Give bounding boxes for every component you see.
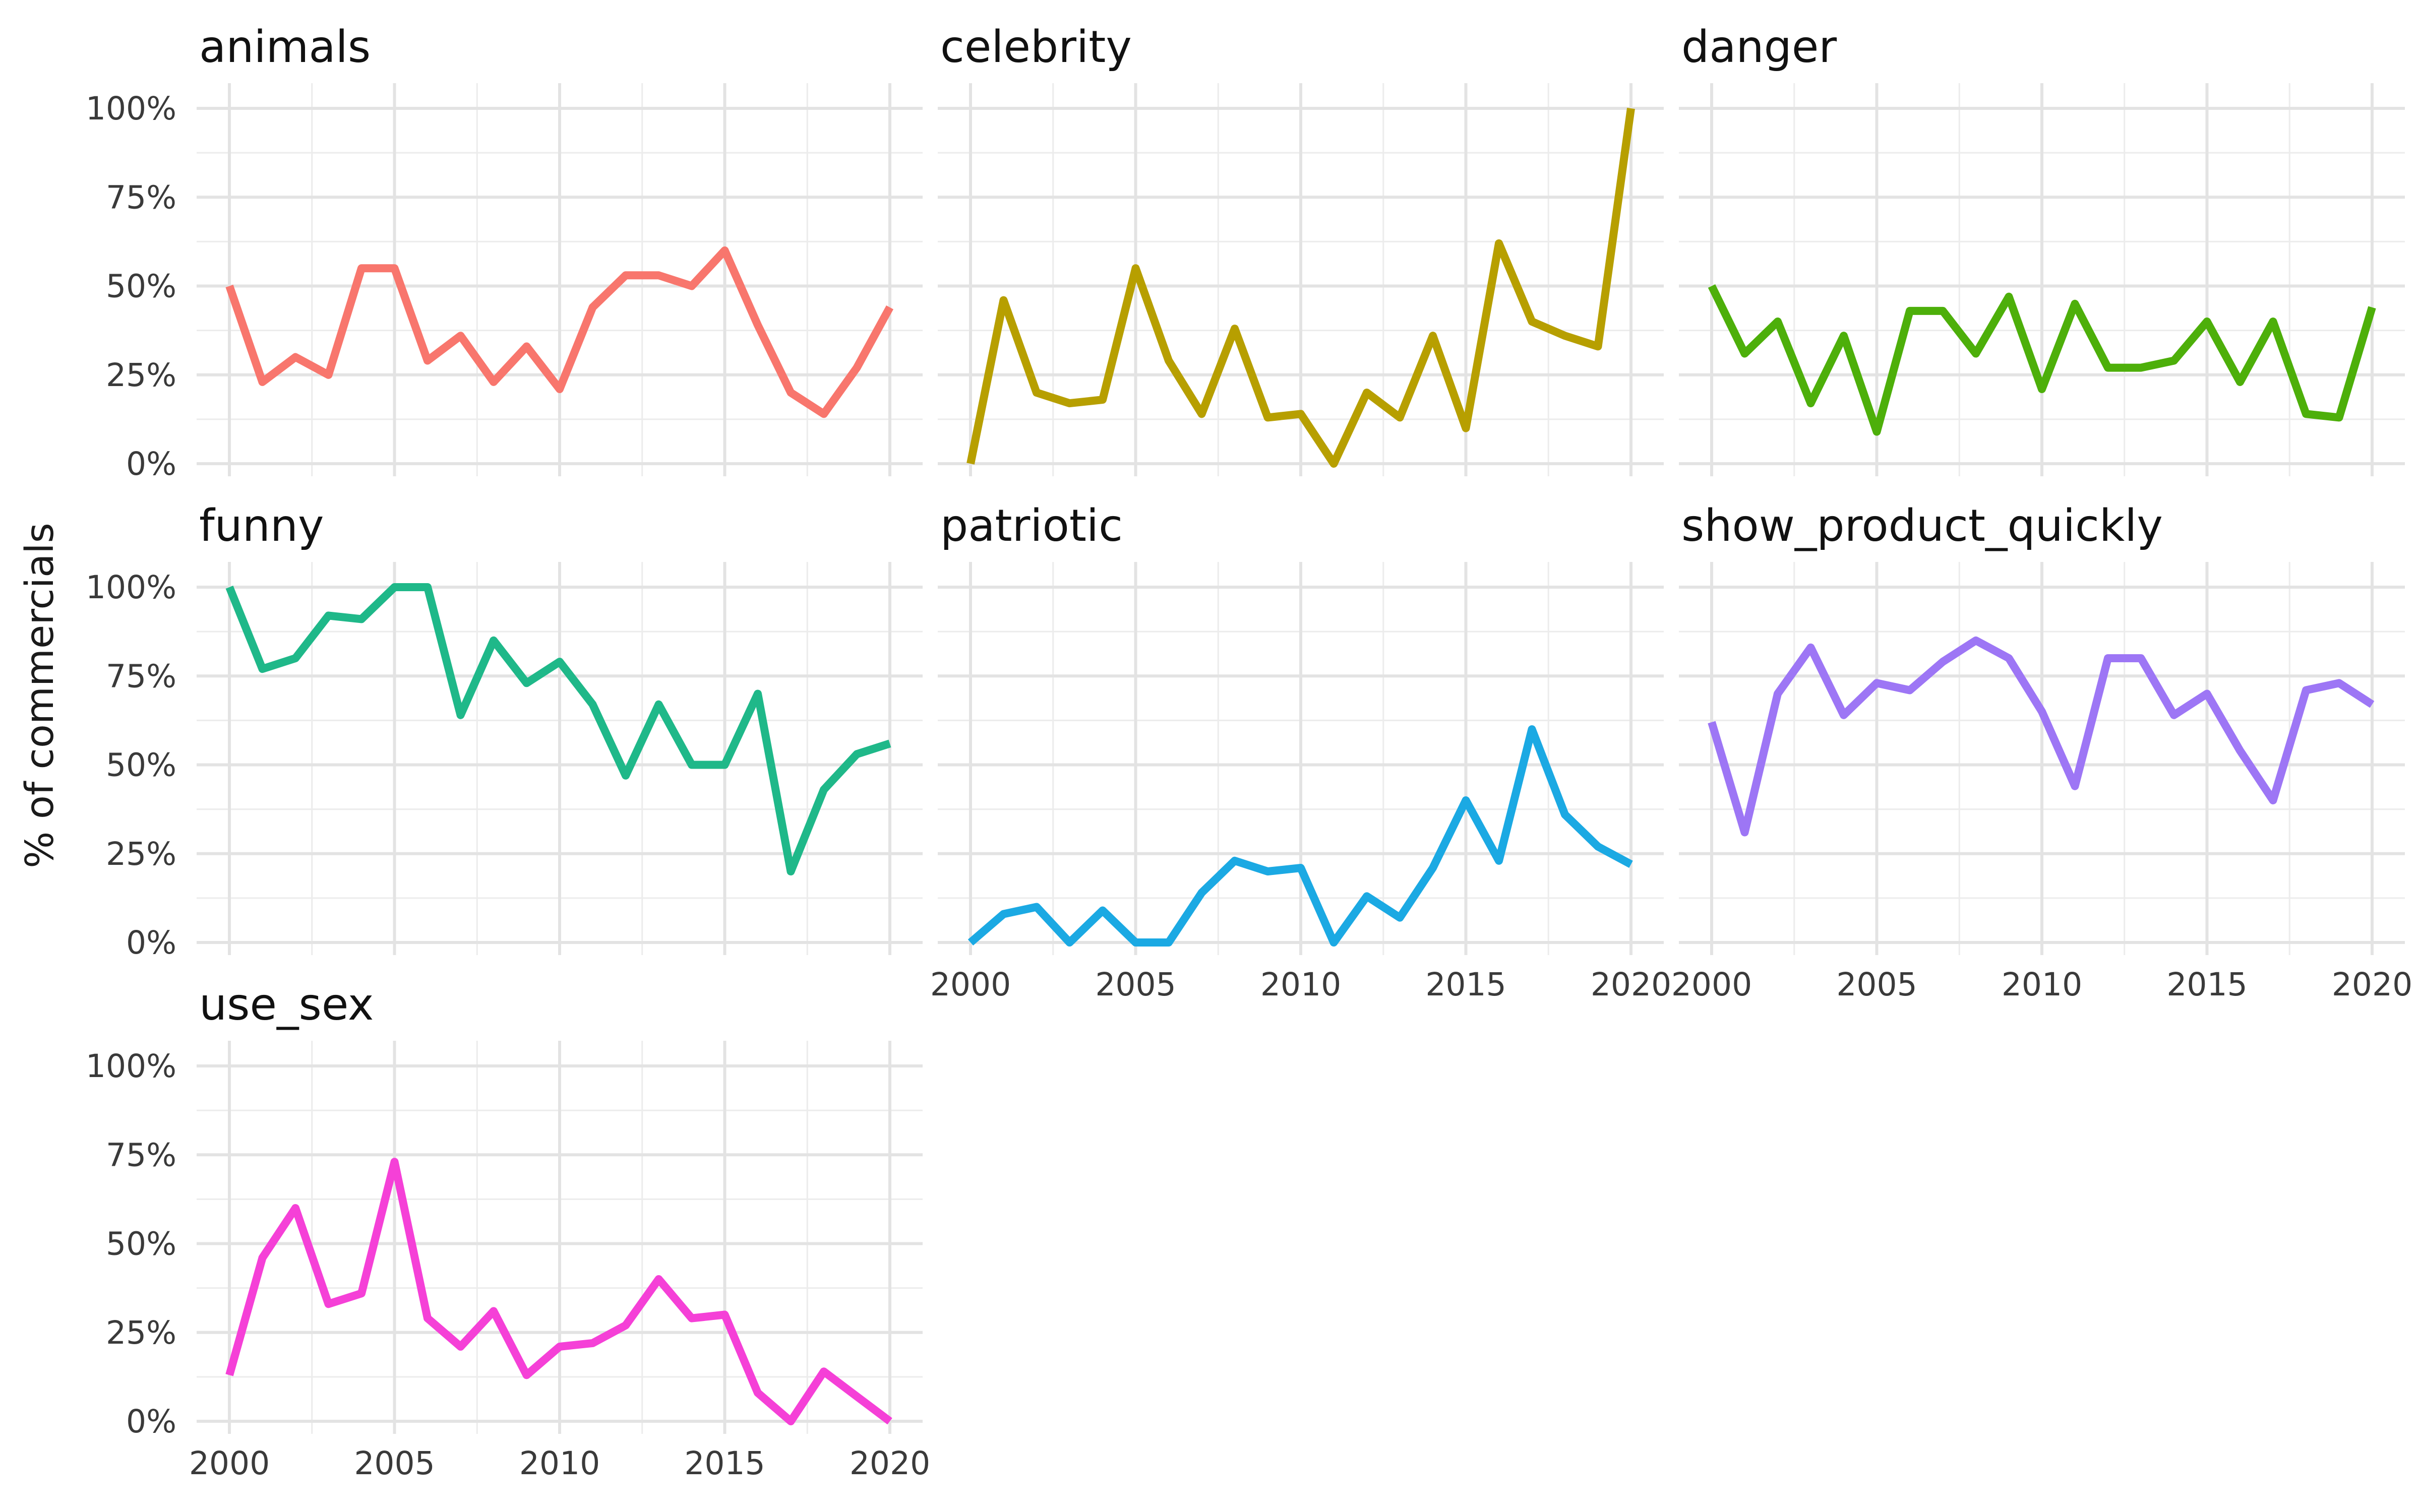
gridlines bbox=[1679, 83, 2405, 476]
x-tick-label: 2005 bbox=[354, 1445, 435, 1482]
panel-title: danger bbox=[1681, 21, 1837, 73]
panel-title: celebrity bbox=[940, 21, 1132, 73]
series-line-patriotic bbox=[967, 725, 1633, 947]
gridlines bbox=[197, 1041, 923, 1434]
y-tick-label: 0% bbox=[126, 1403, 176, 1440]
panel-patriotic: patriotic 2000 2005 2010 2015 2020 bbox=[930, 500, 1671, 1003]
panel-title: animals bbox=[199, 21, 371, 73]
x-tick-label: 2000 bbox=[1671, 966, 1752, 1003]
gridlines bbox=[938, 83, 1664, 476]
x-tick-label: 2015 bbox=[684, 1445, 765, 1482]
y-tick-label: 0% bbox=[126, 924, 176, 961]
y-tick-label: 75% bbox=[106, 1137, 176, 1173]
panel-title: patriotic bbox=[940, 500, 1123, 551]
x-tick-label: 2015 bbox=[2166, 966, 2247, 1003]
panel-show-product-quickly: show_product_quickly 2000 2005 2010 2015 2020 bbox=[1671, 500, 2412, 1003]
y-tick-label: 0% bbox=[126, 446, 176, 482]
y-tick-label: 100% bbox=[86, 569, 176, 606]
facet-panels: animals 0% 25% 50% 75% 100% celebrity danger fun… bbox=[86, 21, 2412, 1482]
gridlines bbox=[197, 83, 923, 476]
y-axis-title: % of commercials bbox=[18, 523, 63, 868]
panel-funny: funny 0% 25% 50% 75% 100% bbox=[86, 500, 923, 961]
y-tick-label: 50% bbox=[106, 1226, 176, 1263]
panel-use-sex: use_sex 0% 25% 50% 75% 100% 2000 2005 2010 2015 20… bbox=[86, 979, 930, 1482]
x-tick-label: 2000 bbox=[189, 1445, 270, 1482]
series-line-show-product-quickly bbox=[1708, 636, 2375, 837]
y-tick-label: 100% bbox=[86, 1048, 176, 1085]
x-tick-label: 2005 bbox=[1095, 966, 1176, 1003]
panel-celebrity: celebrity bbox=[938, 21, 1664, 476]
series-line-use-sex bbox=[225, 1158, 892, 1425]
gridlines bbox=[197, 562, 923, 955]
x-tick-label: 2000 bbox=[930, 966, 1011, 1003]
series-line-danger bbox=[1708, 284, 2376, 436]
y-tick-label: 100% bbox=[86, 90, 176, 127]
panel-animals: animals 0% 25% 50% 75% 100% bbox=[86, 21, 923, 482]
x-tick-label: 2010 bbox=[1260, 966, 1341, 1003]
series-line-animals bbox=[225, 246, 894, 418]
x-tick-label: 2015 bbox=[1425, 966, 1506, 1003]
series-line-celebrity bbox=[966, 107, 1635, 468]
panel-title: use_sex bbox=[199, 979, 374, 1030]
x-tick-label: 2020 bbox=[2332, 966, 2412, 1003]
x-tick-label: 2010 bbox=[2002, 966, 2082, 1003]
x-tick-label: 2010 bbox=[519, 1445, 600, 1482]
panel-title: show_product_quickly bbox=[1681, 500, 2163, 551]
x-tick-label: 2020 bbox=[850, 1445, 930, 1482]
y-tick-label: 25% bbox=[106, 357, 176, 394]
y-tick-label: 25% bbox=[106, 836, 176, 872]
y-tick-label: 75% bbox=[106, 179, 176, 216]
y-tick-label: 75% bbox=[106, 658, 176, 695]
series-line-funny bbox=[225, 583, 891, 875]
y-tick-label: 25% bbox=[106, 1314, 176, 1351]
x-tick-label: 2020 bbox=[1591, 966, 1671, 1003]
gridlines bbox=[1679, 562, 2405, 955]
y-tick-label: 50% bbox=[106, 747, 176, 784]
panel-danger: danger bbox=[1679, 21, 2405, 476]
x-tick-label: 2005 bbox=[1836, 966, 1917, 1003]
y-tick-label: 50% bbox=[106, 268, 176, 305]
gridlines bbox=[938, 562, 1664, 955]
panel-title: funny bbox=[199, 500, 324, 551]
